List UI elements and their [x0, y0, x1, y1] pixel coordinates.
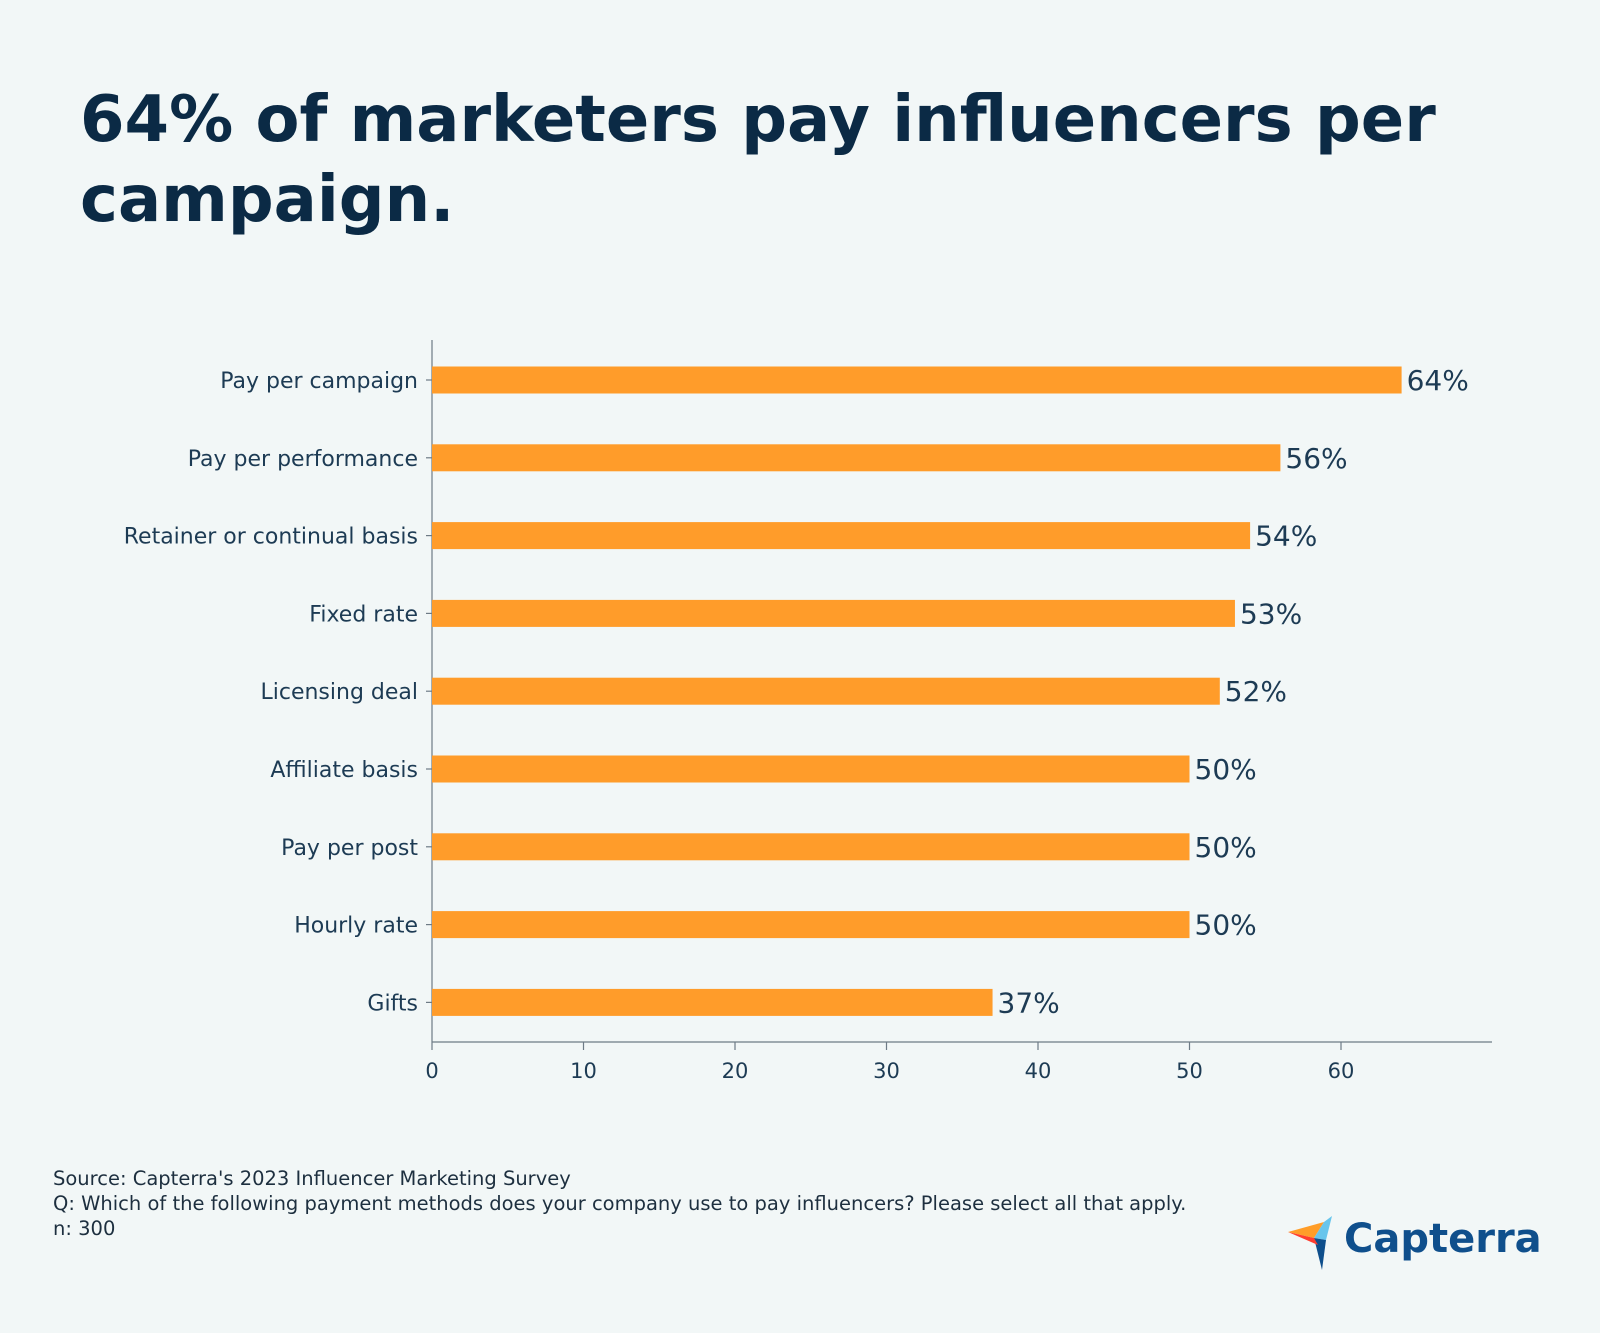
bar-chart: Pay per campaign 64% Pay per performance 56…: [124, 340, 1492, 1083]
category-label: Gifts: [367, 991, 418, 1016]
bar: [432, 911, 1190, 939]
bar: [432, 755, 1190, 783]
x-tick-label: 10: [570, 1059, 597, 1083]
x-tick-label: 30: [873, 1059, 900, 1083]
data-label: 53%: [1240, 597, 1302, 630]
bar: [432, 366, 1402, 394]
x-tick-label: 50: [1176, 1059, 1203, 1083]
bar: [432, 522, 1251, 550]
category-label: Pay per performance: [188, 447, 418, 472]
sample-size-note: n: 300: [53, 1217, 116, 1240]
category-label: Fixed rate: [309, 602, 418, 627]
x-tick-label: 40: [1025, 1059, 1052, 1083]
x-tick-label: 0: [425, 1059, 438, 1083]
bar: [432, 599, 1235, 627]
bar: [432, 833, 1190, 861]
chart-title: 64% of marketers pay influencers per cam…: [80, 83, 1436, 237]
x-tick-label: 60: [1328, 1059, 1355, 1083]
data-label: 56%: [1285, 442, 1347, 475]
data-label: 50%: [1195, 909, 1257, 942]
x-tick-label: 20: [722, 1059, 749, 1083]
data-label: 50%: [1195, 753, 1257, 786]
bar: [432, 677, 1220, 705]
brand-name: Capterra: [1344, 1216, 1542, 1262]
data-label: 37%: [998, 986, 1060, 1019]
category-label: Licensing deal: [260, 680, 418, 705]
data-label: 50%: [1195, 831, 1257, 864]
source-note: Source: Capterra's 2023 Influencer Marke…: [53, 1167, 571, 1190]
question-note: Q: Which of the following payment method…: [53, 1192, 1187, 1215]
category-label: Retainer or continual basis: [124, 525, 418, 550]
bar: [432, 444, 1281, 472]
capterra-arrow-icon: [1288, 1216, 1332, 1270]
category-label: Hourly rate: [294, 914, 418, 939]
data-label: 52%: [1225, 675, 1287, 708]
capterra-logo: Capterra: [1288, 1212, 1542, 1270]
category-label: Pay per post: [281, 836, 418, 861]
bar: [432, 988, 993, 1016]
category-label: Affiliate basis: [270, 758, 418, 783]
category-label: Pay per campaign: [220, 369, 418, 394]
data-label: 54%: [1255, 520, 1317, 553]
data-label: 64%: [1407, 364, 1469, 397]
